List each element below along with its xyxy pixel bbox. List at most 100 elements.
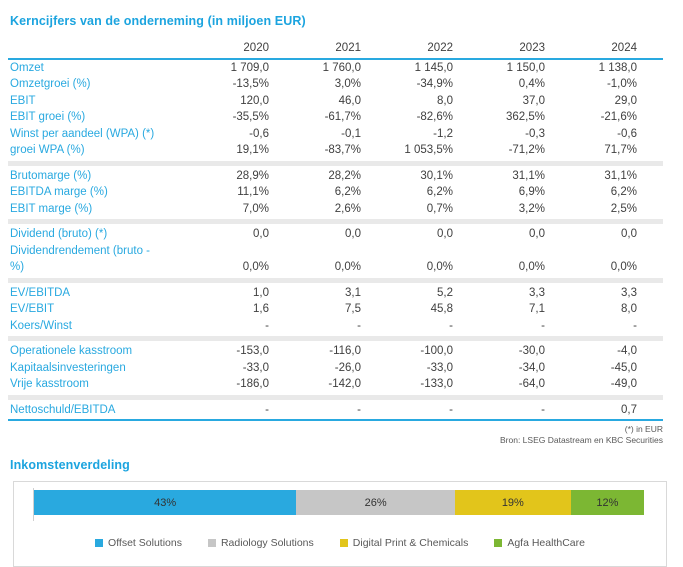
metric-value: 7,0% [242, 202, 269, 215]
legend-item: Offset Solutions [95, 537, 182, 549]
metric-value: 0,7 [621, 403, 637, 416]
metric-label-text: EBIT groei (%) [10, 111, 86, 123]
metric-value: - [357, 403, 361, 416]
metric-value: -83,7% [324, 144, 361, 156]
metric-value: -30,0 [518, 345, 545, 357]
legend-swatch-icon [207, 539, 216, 547]
metric-value: -34,9% [416, 78, 453, 90]
metric-label-text: Dividend (bruto) (*) [10, 228, 108, 240]
metric-value: 3,3 [621, 286, 637, 299]
metric-value: 6,2% [610, 186, 637, 198]
metric-label: Omzetgroei (%) [8, 76, 203, 93]
table-row: EBIT 120,0 46,0 8,0 37,0 29,0 [8, 93, 663, 110]
metric-value: 37,0 [522, 94, 545, 107]
metric-label-text: Omzet [10, 61, 44, 74]
year-column-header: 2023 [519, 42, 545, 54]
metric-value: 3,3 [529, 286, 545, 299]
metric-label-text: Brutomarge (%) [10, 169, 92, 182]
metric-label: Omzet [8, 60, 203, 77]
metric-value: -153,0 [236, 345, 269, 357]
metric-value: 0,0 [529, 228, 545, 240]
metric-label-text: Omzetgroei (%) [10, 78, 91, 90]
metric-value: -0,3 [525, 127, 545, 140]
metric-value: 1,6 [253, 303, 269, 315]
metric-label-text: Nettoschuld/EBITDA [10, 403, 116, 416]
table-row: EBITDA marge (%) 11,1% 6,2% 6,2% 6,9% 6,2% [8, 184, 663, 201]
metric-value: 19,1% [236, 144, 269, 156]
table-header-row: 2020 2021 2022 2023 2024 [8, 40, 663, 60]
metric-value: -26,0 [334, 361, 361, 374]
metric-value: -49,0 [610, 378, 637, 390]
metric-value: 1 053,5% [404, 144, 453, 156]
table-row: EBIT marge (%) 7,0% 2,6% 0,7% 3,2% 2,5% [8, 201, 663, 218]
metric-value: 3,2% [518, 202, 545, 215]
year-column-header: 2020 [243, 42, 269, 54]
metric-value: -1,2 [433, 127, 453, 140]
metric-label: Nettoschuld/EBITDA [8, 402, 203, 419]
metric-value: - [541, 403, 545, 416]
legend-label: Offset Solutions [108, 537, 182, 549]
metric-value: 0,0% [518, 261, 545, 273]
metric-value: 3,0% [334, 78, 361, 90]
metric-label-text: EBITDA marge (%) [10, 186, 108, 198]
legend-swatch-icon [494, 539, 503, 547]
legend-label: Radiology Solutions [220, 537, 314, 549]
income-distribution-chart: 43% 26% 19% 12% Offset Solutions Radiology S… [13, 481, 667, 567]
metric-value: 45,8 [430, 303, 453, 315]
table-row: Nettoschuld/EBITDA - - - - 0,7 [8, 402, 663, 419]
metric-label-text: Koers/Winst [10, 319, 72, 332]
legend-label: Digital Print & Chemicals [352, 537, 469, 549]
group-separator [8, 160, 663, 166]
metric-value: 46,0 [338, 94, 361, 107]
metric-value: 6,2% [334, 186, 361, 198]
metric-value: -61,7% [324, 111, 361, 123]
metric-value: -0,6 [249, 127, 269, 140]
metric-value: -82,6% [416, 111, 453, 123]
metric-value: 0,0 [345, 228, 361, 240]
metric-value: - [541, 319, 545, 332]
footnotes: (*) in EUR Bron: LSEG Datastream en KBC … [8, 424, 663, 445]
legend-swatch-icon [95, 539, 104, 547]
chart-axis-line [33, 488, 34, 521]
metric-value: - [357, 319, 361, 332]
metric-label: Brutomarge (%) [8, 168, 203, 185]
table-row: EV/EBITDA 1,0 3,1 5,2 3,3 3,3 [8, 285, 663, 302]
table-row: Koers/Winst - - - - - [8, 318, 663, 335]
metric-value: -0,1 [341, 127, 361, 140]
metric-label: EV/EBITDA [8, 285, 203, 302]
table-bottom-rule [8, 419, 663, 421]
metric-value: -64,0 [518, 378, 545, 390]
metric-value: 31,1% [604, 169, 637, 182]
metric-value: -35,5% [232, 111, 269, 123]
metric-label-text: EBIT [10, 94, 36, 107]
bar-segment: 26% [296, 490, 455, 515]
metric-value: -34,0 [518, 361, 545, 374]
group-separator [8, 277, 663, 283]
year-column-header: 2024 [611, 42, 637, 54]
metric-value: -33,0 [426, 361, 453, 374]
metric-value: 6,9% [518, 186, 545, 198]
metric-label: Dividend (bruto) (*) [8, 226, 203, 243]
metric-value: 362,5% [505, 111, 545, 123]
table-row: Omzet 1 709,0 1 760,0 1 145,0 1 150,0 1 138,0 [8, 60, 663, 77]
group-separator [8, 394, 663, 400]
metric-value: 2,6% [334, 202, 361, 215]
footnote-source: Bron: LSEG Datastream en KBC Securities [500, 434, 663, 445]
metric-label-text: Dividendrendement (bruto - %) [10, 244, 150, 274]
metric-value: 29,0 [614, 94, 637, 107]
metric-value: 3,1 [345, 286, 361, 299]
table-row: Operationele kasstroom -153,0 -116,0 -100,0… [8, 343, 663, 360]
group-separator [8, 336, 663, 341]
table-body: Omzet 1 709,0 1 760,0 1 145,0 1 150,0 1 138,0… [8, 60, 663, 419]
metric-label: Operationele kasstroom [8, 343, 203, 360]
key-figures-table: 2020 2021 2022 2023 2024 Omzet 1 709,0 1 760,0… [8, 40, 663, 421]
bar-area: 43% 26% 19% 12% [33, 488, 644, 521]
metric-value: 0,4% [518, 78, 545, 90]
metric-label-text: groei WPA (%) [10, 144, 85, 156]
stacked-bar: 43% 26% 19% 12% [34, 490, 644, 515]
metric-value: 1,0 [253, 286, 269, 299]
metric-value: 1 150,0 [506, 61, 545, 74]
metric-value: - [449, 403, 453, 416]
table-section-title: Kerncijfers van de onderneming (in miljo… [10, 14, 306, 28]
